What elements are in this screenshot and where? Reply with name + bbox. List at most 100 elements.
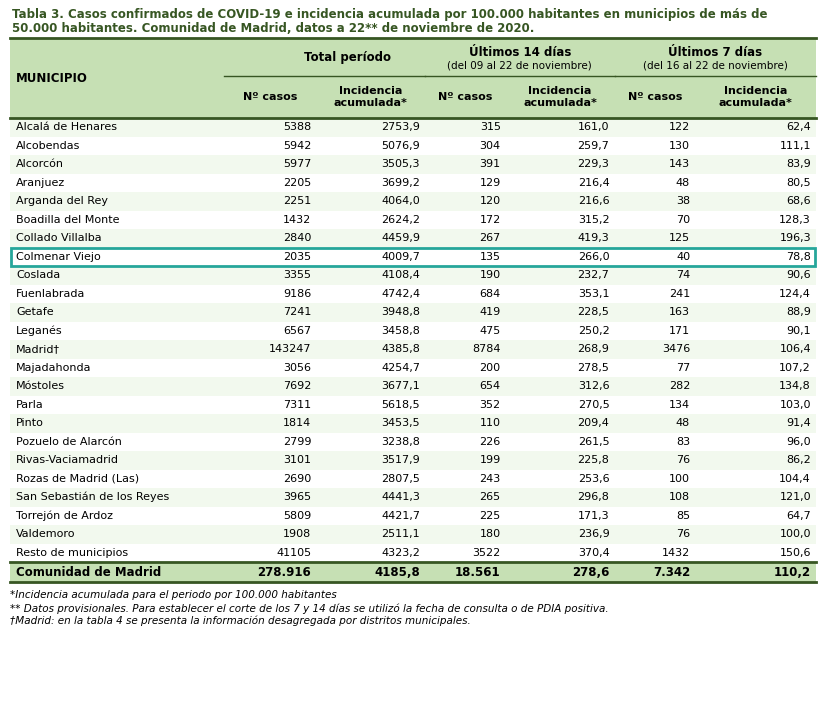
Text: Últimos 7 días: Últimos 7 días xyxy=(668,46,762,59)
Bar xyxy=(10,359,816,377)
Text: 5809: 5809 xyxy=(283,511,311,521)
Text: 2807,5: 2807,5 xyxy=(382,474,420,484)
Text: 100,0: 100,0 xyxy=(780,529,811,539)
Text: 259,7: 259,7 xyxy=(577,141,610,151)
Text: Incidencia
acumulada*: Incidencia acumulada* xyxy=(719,86,792,108)
Text: Nº casos: Nº casos xyxy=(243,92,297,102)
Text: 216,6: 216,6 xyxy=(578,196,610,206)
Text: 134: 134 xyxy=(669,400,690,409)
Text: 315,2: 315,2 xyxy=(578,215,610,225)
Text: 4742,4: 4742,4 xyxy=(381,289,420,299)
Text: Incidencia
acumulada*: Incidencia acumulada* xyxy=(334,86,407,108)
Text: Alcalá de Henares: Alcalá de Henares xyxy=(16,122,117,132)
Text: 229,3: 229,3 xyxy=(577,159,610,169)
Text: 196,3: 196,3 xyxy=(780,233,811,243)
Text: 80,5: 80,5 xyxy=(786,178,811,188)
Text: 120: 120 xyxy=(480,196,501,206)
Text: 261,5: 261,5 xyxy=(578,437,610,446)
Text: 4254,7: 4254,7 xyxy=(381,363,420,372)
Text: 226: 226 xyxy=(479,437,501,446)
Text: Leganés: Leganés xyxy=(16,325,63,336)
Bar xyxy=(10,470,816,488)
Text: Majadahonda: Majadahonda xyxy=(16,363,92,372)
Text: 3517,9: 3517,9 xyxy=(382,455,420,465)
Text: 2753,9: 2753,9 xyxy=(382,122,420,132)
Text: Últimos 14 días: Últimos 14 días xyxy=(468,46,571,59)
Text: 312,6: 312,6 xyxy=(578,381,610,391)
Text: Arganda del Rey: Arganda del Rey xyxy=(16,196,108,206)
Text: 106,4: 106,4 xyxy=(780,344,811,354)
Text: 83,9: 83,9 xyxy=(786,159,811,169)
Text: 2205: 2205 xyxy=(283,178,311,188)
Text: 1432: 1432 xyxy=(283,215,311,225)
Text: 171: 171 xyxy=(669,326,690,335)
Text: Pozuelo de Alarcón: Pozuelo de Alarcón xyxy=(16,437,122,446)
Text: 143: 143 xyxy=(669,159,690,169)
Text: Parla: Parla xyxy=(16,400,44,409)
Bar xyxy=(10,340,816,359)
Text: 1908: 1908 xyxy=(283,529,311,539)
Text: 104,4: 104,4 xyxy=(779,474,811,484)
Text: 90,1: 90,1 xyxy=(786,326,811,335)
Text: 1432: 1432 xyxy=(662,547,690,558)
Text: 121,0: 121,0 xyxy=(780,492,811,502)
Text: Getafe: Getafe xyxy=(16,307,54,317)
Text: Boadilla del Monte: Boadilla del Monte xyxy=(16,215,120,225)
Text: 282: 282 xyxy=(669,381,690,391)
Text: 6567: 6567 xyxy=(283,326,311,335)
Text: Alcorcón: Alcorcón xyxy=(16,159,64,169)
Text: Nº casos: Nº casos xyxy=(628,92,682,102)
Text: Alcobendas: Alcobendas xyxy=(16,141,80,151)
Text: 3056: 3056 xyxy=(283,363,311,372)
Text: 315: 315 xyxy=(480,122,501,132)
Bar xyxy=(10,377,816,396)
Text: 4459,9: 4459,9 xyxy=(381,233,420,243)
Text: 40: 40 xyxy=(676,252,690,262)
Text: Aranjuez: Aranjuez xyxy=(16,178,65,188)
Text: 4323,2: 4323,2 xyxy=(382,547,420,558)
Text: Móstoles: Móstoles xyxy=(16,381,65,391)
Text: 391: 391 xyxy=(480,159,501,169)
Text: 3238,8: 3238,8 xyxy=(382,437,420,446)
Text: 88,9: 88,9 xyxy=(786,307,811,317)
Text: 3101: 3101 xyxy=(283,455,311,465)
Text: Nº casos: Nº casos xyxy=(439,92,492,102)
Text: 129: 129 xyxy=(479,178,501,188)
Text: 7692: 7692 xyxy=(282,381,311,391)
Text: Incidencia
acumulada*: Incidencia acumulada* xyxy=(523,86,597,108)
Text: 216,4: 216,4 xyxy=(577,178,610,188)
Text: 134,8: 134,8 xyxy=(779,381,811,391)
Bar xyxy=(10,544,816,562)
Text: 278,6: 278,6 xyxy=(572,566,610,579)
Text: San Sebastián de los Reyes: San Sebastián de los Reyes xyxy=(16,492,169,502)
Text: 143247: 143247 xyxy=(268,344,311,354)
Text: 475: 475 xyxy=(479,326,501,335)
Text: 2840: 2840 xyxy=(282,233,311,243)
Text: 3677,1: 3677,1 xyxy=(382,381,420,391)
Text: 353,1: 353,1 xyxy=(578,289,610,299)
Text: Collado Villalba: Collado Villalba xyxy=(16,233,102,243)
Text: 5076,9: 5076,9 xyxy=(382,141,420,151)
Text: 266,0: 266,0 xyxy=(578,252,610,262)
Text: 654: 654 xyxy=(480,381,501,391)
Text: 296,8: 296,8 xyxy=(577,492,610,502)
Text: 4064,0: 4064,0 xyxy=(382,196,420,206)
Text: 4108,4: 4108,4 xyxy=(382,270,420,280)
Text: 3453,5: 3453,5 xyxy=(382,418,420,428)
Text: 4421,7: 4421,7 xyxy=(381,511,420,521)
Text: 48: 48 xyxy=(676,418,690,428)
Text: 8784: 8784 xyxy=(472,344,501,354)
Text: 3355: 3355 xyxy=(283,270,311,280)
Bar xyxy=(10,414,816,433)
Text: 4185,8: 4185,8 xyxy=(374,566,420,579)
Text: 150,6: 150,6 xyxy=(780,547,811,558)
Text: 241: 241 xyxy=(669,289,690,299)
Text: 9186: 9186 xyxy=(283,289,311,299)
Bar xyxy=(10,136,816,155)
Text: 4441,3: 4441,3 xyxy=(382,492,420,502)
Text: 124,4: 124,4 xyxy=(779,289,811,299)
Text: 3965: 3965 xyxy=(283,492,311,502)
Bar xyxy=(10,76,816,118)
Text: Torrejón de Ardoz: Torrejón de Ardoz xyxy=(16,510,113,521)
Bar xyxy=(11,248,815,266)
